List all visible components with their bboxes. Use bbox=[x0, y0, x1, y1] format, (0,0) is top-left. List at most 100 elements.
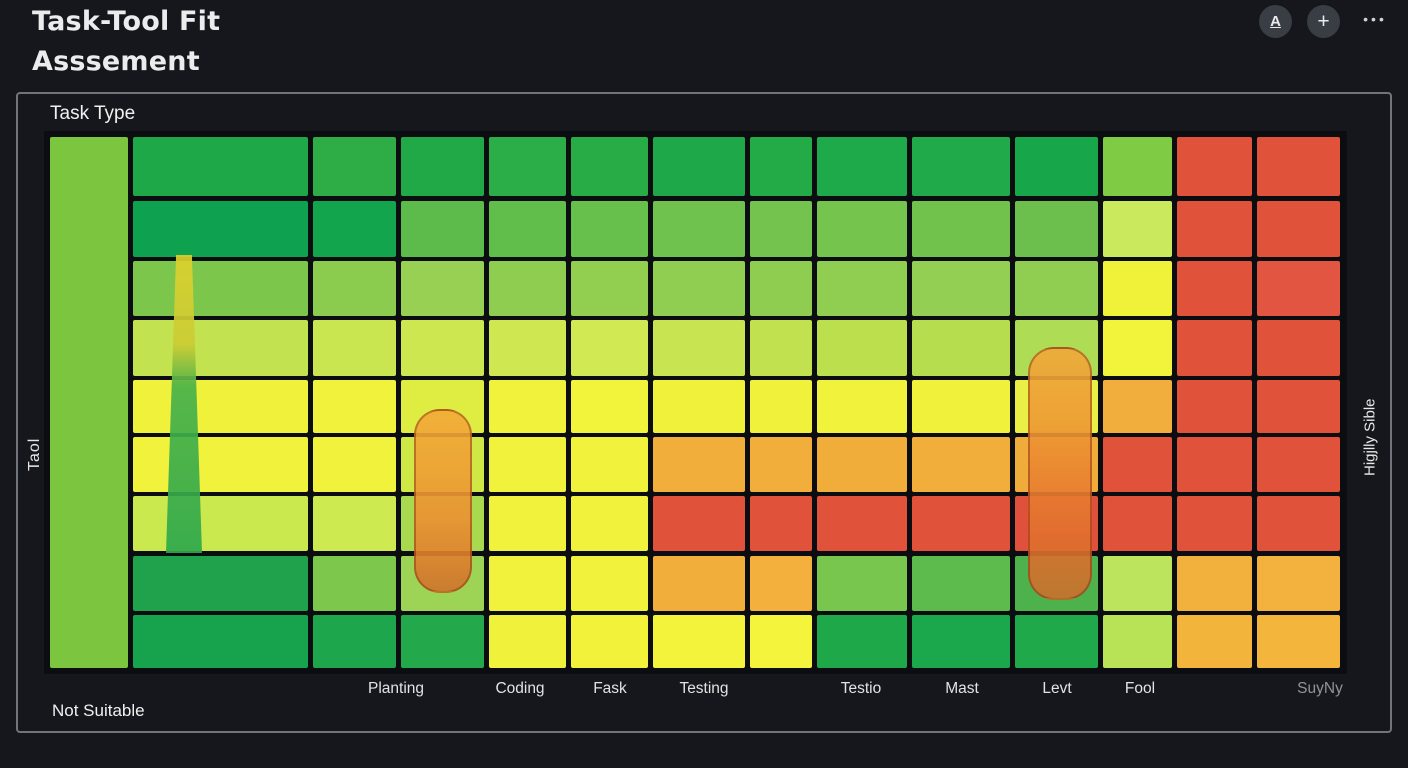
heatmap-cell[interactable] bbox=[817, 556, 907, 611]
heatmap-cell[interactable] bbox=[571, 496, 648, 551]
heatmap-cell[interactable] bbox=[489, 320, 566, 376]
heatmap-cell[interactable] bbox=[750, 201, 812, 257]
heatmap-cell[interactable] bbox=[1015, 137, 1098, 196]
heatmap-cell[interactable] bbox=[653, 261, 745, 316]
heatmap-cell[interactable] bbox=[1177, 556, 1252, 611]
heatmap-cell[interactable] bbox=[1103, 437, 1172, 492]
heatmap-cell[interactable] bbox=[912, 556, 1010, 611]
heatmap-cell[interactable] bbox=[1015, 261, 1098, 316]
heatmap-cell[interactable] bbox=[653, 615, 745, 668]
heatmap-cell[interactable] bbox=[401, 137, 484, 196]
heatmap-cell[interactable] bbox=[133, 201, 308, 257]
heatmap-cell[interactable] bbox=[571, 615, 648, 668]
heatmap-cell[interactable] bbox=[489, 556, 566, 611]
heatmap-cell[interactable] bbox=[1257, 201, 1340, 257]
heatmap-cell[interactable] bbox=[133, 320, 308, 376]
heatmap-cell[interactable] bbox=[1257, 320, 1340, 376]
heatmap-cell[interactable] bbox=[313, 320, 396, 376]
heatmap-cell[interactable] bbox=[571, 380, 648, 433]
heatmap-cell[interactable] bbox=[750, 615, 812, 668]
heatmap-cell[interactable] bbox=[750, 137, 812, 196]
heatmap-cell[interactable] bbox=[1177, 201, 1252, 257]
heatmap-cell[interactable] bbox=[401, 261, 484, 316]
heatmap-cell[interactable] bbox=[750, 496, 812, 551]
heatmap-cell[interactable] bbox=[653, 496, 745, 551]
heatmap-cell[interactable] bbox=[1103, 137, 1172, 196]
heatmap-cell[interactable] bbox=[1177, 320, 1252, 376]
heatmap-cell[interactable] bbox=[1257, 496, 1340, 551]
heatmap-cell[interactable] bbox=[750, 380, 812, 433]
heatmap-cell[interactable] bbox=[912, 201, 1010, 257]
heatmap-cell[interactable] bbox=[1103, 380, 1172, 433]
heatmap-cell[interactable] bbox=[133, 615, 308, 668]
heatmap-cell[interactable] bbox=[1103, 556, 1172, 611]
heatmap-cell[interactable] bbox=[912, 437, 1010, 492]
heatmap-cell[interactable] bbox=[1177, 437, 1252, 492]
heatmap-cell[interactable] bbox=[1103, 615, 1172, 668]
heatmap-cell[interactable] bbox=[133, 261, 308, 316]
heatmap-cell[interactable] bbox=[1177, 380, 1252, 433]
more-options-icon[interactable]: ••• bbox=[1363, 11, 1387, 27]
heatmap-cell[interactable] bbox=[912, 615, 1010, 668]
heatmap-cell[interactable] bbox=[817, 496, 907, 551]
heatmap-cell[interactable] bbox=[817, 137, 907, 196]
heatmap-cell[interactable] bbox=[750, 437, 812, 492]
heatmap-cell[interactable] bbox=[1103, 496, 1172, 551]
heatmap-cell[interactable] bbox=[1015, 615, 1098, 668]
heatmap-cell[interactable] bbox=[489, 137, 566, 196]
heatmap-cell[interactable] bbox=[1177, 137, 1252, 196]
heatmap-cell[interactable] bbox=[1177, 615, 1252, 668]
heatmap-cell[interactable] bbox=[571, 556, 648, 611]
heatmap-cell[interactable] bbox=[912, 320, 1010, 376]
heatmap-cell[interactable] bbox=[912, 137, 1010, 196]
heatmap-cell[interactable] bbox=[1177, 261, 1252, 316]
heatmap-cell[interactable] bbox=[750, 261, 812, 316]
heatmap-cell[interactable] bbox=[313, 615, 396, 668]
heatmap-cell[interactable] bbox=[817, 437, 907, 492]
heatmap-cell[interactable] bbox=[653, 556, 745, 611]
heatmap-cell[interactable] bbox=[489, 380, 566, 433]
heatmap-cell[interactable] bbox=[1015, 201, 1098, 257]
heatmap-cell[interactable] bbox=[571, 201, 648, 257]
heatmap-cell[interactable] bbox=[133, 437, 308, 492]
heatmap-cell[interactable] bbox=[401, 320, 484, 376]
heatmap-cell[interactable] bbox=[571, 137, 648, 196]
heatmap-cell[interactable] bbox=[489, 615, 566, 668]
heatmap-cell[interactable] bbox=[401, 615, 484, 668]
add-button[interactable]: + bbox=[1307, 5, 1340, 38]
heatmap-cell[interactable] bbox=[653, 437, 745, 492]
heatmap-cell[interactable] bbox=[1257, 556, 1340, 611]
heatmap-cell[interactable] bbox=[571, 320, 648, 376]
heatmap-cell[interactable] bbox=[133, 380, 308, 433]
heatmap-cell[interactable] bbox=[653, 201, 745, 257]
heatmap-cell[interactable] bbox=[313, 556, 396, 611]
heatmap-cell[interactable] bbox=[1257, 615, 1340, 668]
heatmap-cell[interactable] bbox=[313, 380, 396, 433]
heatmap-cell[interactable] bbox=[817, 201, 907, 257]
heatmap-cell[interactable] bbox=[817, 615, 907, 668]
heatmap-cell[interactable] bbox=[313, 437, 396, 492]
heatmap-cell[interactable] bbox=[750, 556, 812, 611]
heatmap-cell[interactable] bbox=[571, 437, 648, 492]
heatmap-cell[interactable] bbox=[401, 201, 484, 257]
heatmap-cell[interactable] bbox=[817, 261, 907, 316]
heatmap-cell[interactable] bbox=[489, 201, 566, 257]
heatmap-cell[interactable] bbox=[313, 496, 396, 551]
heatmap-cell[interactable] bbox=[1103, 320, 1172, 376]
heatmap-cell[interactable] bbox=[133, 556, 308, 611]
heatmap-cell[interactable] bbox=[653, 320, 745, 376]
heatmap-cell[interactable] bbox=[489, 261, 566, 316]
heatmap-cell[interactable] bbox=[912, 496, 1010, 551]
heatmap-cell[interactable] bbox=[489, 437, 566, 492]
heatmap-cell[interactable] bbox=[313, 137, 396, 196]
heatmap-cell[interactable] bbox=[1257, 380, 1340, 433]
heatmap-cell[interactable] bbox=[1257, 137, 1340, 196]
heatmap-cell[interactable] bbox=[1257, 261, 1340, 316]
heatmap-cell[interactable] bbox=[653, 380, 745, 433]
heatmap-cell[interactable] bbox=[750, 320, 812, 376]
heatmap-cell[interactable] bbox=[489, 496, 566, 551]
heatmap-cell[interactable] bbox=[313, 201, 396, 257]
heatmap-cell[interactable] bbox=[1257, 437, 1340, 492]
heatmap-cell[interactable] bbox=[817, 320, 907, 376]
heatmap-cell[interactable] bbox=[817, 380, 907, 433]
